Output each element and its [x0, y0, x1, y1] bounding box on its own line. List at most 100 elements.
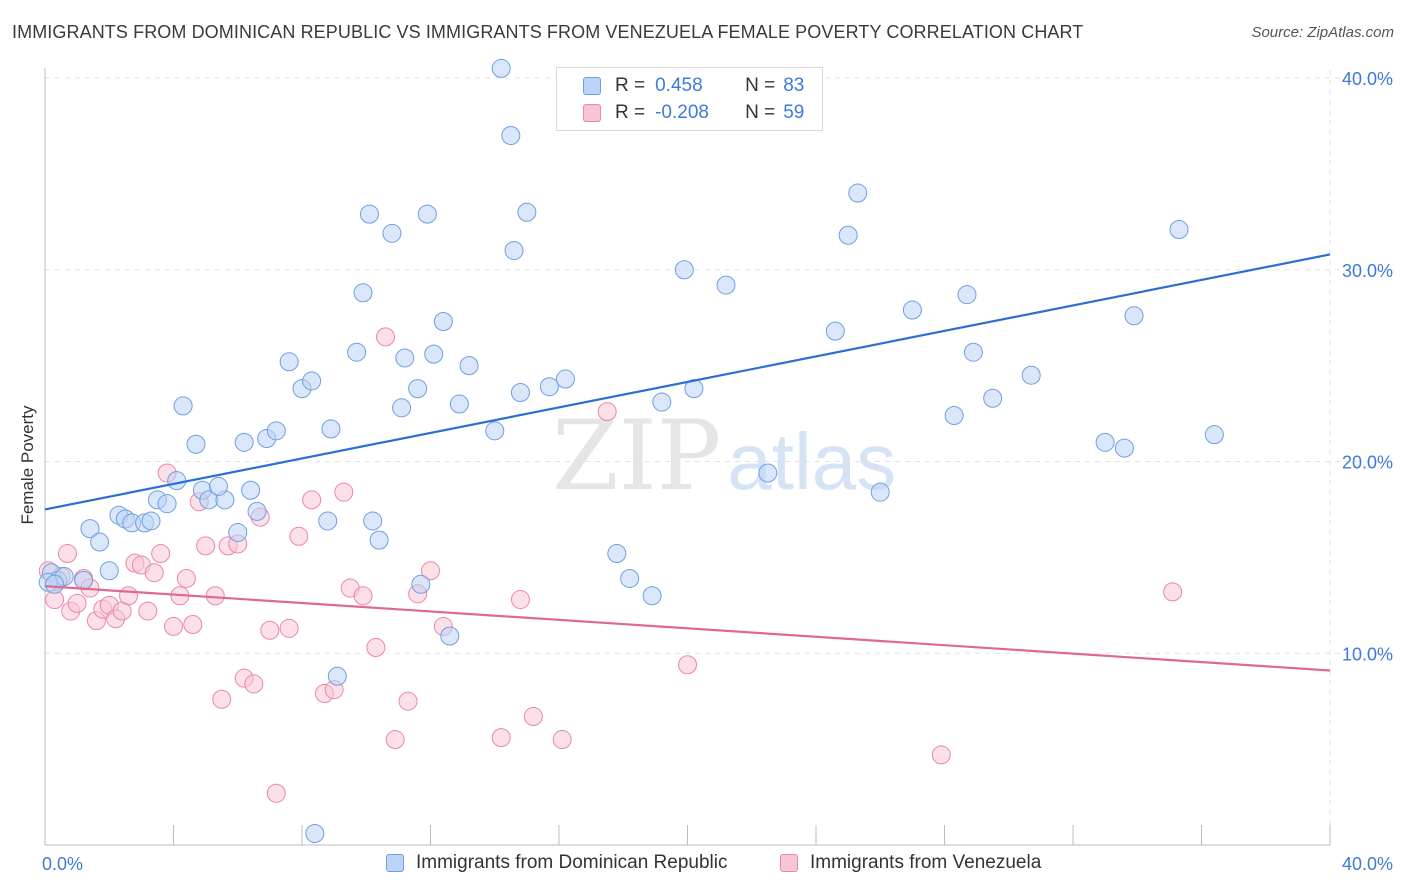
dominican-point — [45, 574, 65, 594]
dominican-point — [302, 371, 322, 391]
y-tick-label: 10.0% — [1342, 644, 1393, 664]
dominican-point — [90, 532, 110, 552]
legend-r-value: 0.458 — [655, 75, 703, 96]
dominican-point — [234, 432, 254, 452]
dominican-point — [347, 342, 367, 362]
correlation-legend: R = 0.458 N = 83 R = -0.208 N = 59 — [556, 67, 823, 131]
x-tick-label: 40.0% — [1342, 854, 1393, 874]
venezuela-point — [523, 707, 543, 727]
watermark-zip: ZIP — [552, 400, 722, 512]
y-tick-label: 30.0% — [1342, 261, 1393, 281]
dominican-point — [1124, 306, 1144, 326]
dominican-point — [555, 369, 575, 389]
dominican-point — [318, 511, 338, 531]
series-legend-item-venezuela: Immigrants from Venezuela — [780, 852, 1041, 874]
tick-labels: 10.0% 20.0% 30.0% 40.0% 0.0% 40.0% — [42, 69, 1393, 874]
venezuela-point — [1163, 582, 1183, 602]
dominican-point — [353, 283, 373, 303]
dominican-point — [825, 321, 845, 341]
series-legend-label: Immigrants from Dominican Republic — [416, 852, 728, 873]
venezuela-points — [38, 97, 1183, 803]
legend-n-label: N = — [745, 102, 776, 123]
dominican-point — [620, 568, 640, 588]
series-legend-label: Immigrants from Venezuela — [810, 852, 1042, 873]
venezuela-point — [597, 402, 617, 422]
dominican-point — [99, 561, 119, 581]
venezuela-point — [205, 586, 225, 606]
dominican-trend-line — [44, 253, 1331, 511]
legend-row-dominican: R = 0.458 N = 83 — [583, 73, 804, 99]
dominican-point — [1204, 425, 1224, 445]
venezuela-point — [144, 563, 164, 583]
y-tick-label: 40.0% — [1342, 69, 1393, 89]
venezuela-point — [151, 544, 171, 564]
venezuela-point — [510, 590, 530, 610]
dominican-point — [408, 379, 428, 399]
dominican-point — [902, 300, 922, 320]
dominican-point — [395, 348, 415, 368]
dominican-point — [1021, 365, 1041, 385]
series-legend: Immigrants from Dominican Republic Immig… — [0, 852, 1406, 878]
dominican-point — [369, 530, 389, 550]
dominican-point — [870, 482, 890, 502]
venezuela-point — [353, 586, 373, 606]
venezuela-point — [138, 601, 158, 621]
dominican-point — [247, 501, 267, 521]
dominican-point — [539, 377, 559, 397]
venezuela-point — [183, 614, 203, 634]
venezuela-point — [266, 783, 286, 803]
y-axis-label: Female Poverty — [18, 405, 37, 525]
dominican-point — [359, 204, 379, 224]
dominican-point — [510, 382, 530, 402]
legend-r-label: R = — [615, 102, 646, 123]
dominican-point — [167, 471, 187, 491]
venezuela-point — [376, 327, 396, 347]
dominican-point — [1114, 438, 1134, 458]
venezuela-point — [196, 536, 216, 556]
venezuela-trend-line — [44, 585, 1331, 672]
venezuela-point — [279, 618, 299, 638]
venezuela-point — [176, 568, 196, 588]
x-tick-label: 0.0% — [42, 854, 83, 874]
venezuela-point — [421, 561, 440, 581]
dominican-point — [392, 398, 412, 418]
dominican-point — [758, 463, 778, 483]
dominican-point — [74, 570, 94, 590]
dominican-point — [501, 126, 521, 146]
chart-title: IMMIGRANTS FROM DOMINICAN REPUBLIC VS IM… — [12, 22, 1084, 42]
dominican-point — [305, 823, 325, 843]
dominican-point — [440, 626, 460, 646]
dominican-point — [157, 494, 177, 514]
venezuela-point — [398, 691, 418, 711]
venezuela-point — [302, 490, 322, 510]
series-legend-item-dominican: Immigrants from Dominican Republic — [386, 852, 728, 874]
venezuela-point — [289, 526, 309, 546]
legend-n-label: N = — [745, 75, 776, 96]
venezuela-point — [491, 728, 511, 748]
dominican-point — [186, 434, 206, 454]
dominican-point — [517, 202, 537, 222]
venezuela-point — [334, 482, 354, 502]
axes — [44, 68, 1331, 846]
dominican-points — [38, 58, 1224, 843]
dominican-point — [838, 225, 858, 245]
dominican-point — [411, 574, 431, 594]
dominican-point — [241, 480, 261, 500]
legend-swatch-venezuela — [583, 104, 601, 122]
venezuela-point — [678, 655, 697, 675]
dominican-point — [652, 392, 672, 412]
dominican-point — [228, 522, 248, 542]
dominican-point — [963, 342, 983, 362]
dominican-point — [944, 405, 964, 425]
dominican-point — [141, 511, 161, 531]
dominican-point — [433, 312, 453, 332]
legend-r-value: -0.208 — [655, 102, 709, 123]
dominican-point — [485, 421, 505, 441]
legend-swatch-dominican — [583, 77, 601, 95]
venezuela-point — [552, 730, 572, 750]
dominican-point — [674, 260, 694, 280]
venezuela-point — [366, 637, 386, 657]
venezuela-point — [164, 616, 183, 636]
venezuela-point — [244, 674, 264, 694]
